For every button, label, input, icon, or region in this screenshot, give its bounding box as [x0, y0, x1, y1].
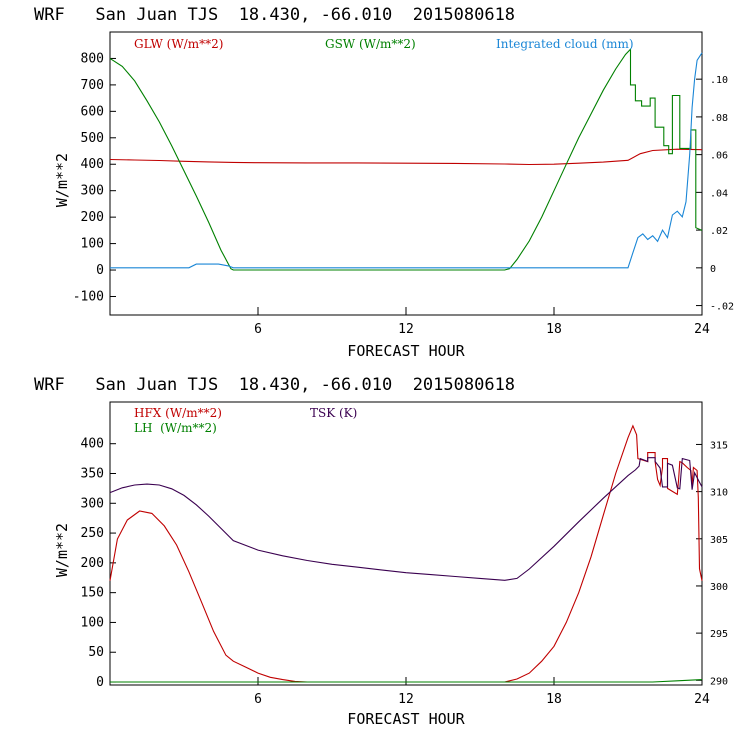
chart-1-plot-frame — [109, 31, 703, 316]
chart-2-y-axis-label: W/m**2 — [53, 523, 71, 577]
y2-tick-label: .06 — [710, 151, 728, 162]
y-tick-label: 600 — [81, 104, 104, 119]
x-tick-label: 24 — [694, 322, 710, 337]
chart-1-title: WRF San Juan TJS 18.430, -66.010 2015080… — [34, 5, 515, 25]
y-tick-label: 800 — [81, 51, 104, 66]
chart-2-series-group — [109, 424, 703, 683]
y2-tick-label: 315 — [710, 440, 728, 451]
y2-tick-label: 295 — [710, 629, 728, 640]
series-line-hfx — [109, 424, 703, 683]
y-tick-label: 250 — [81, 526, 104, 541]
series-line-lh — [110, 679, 703, 683]
x-tick-label: 12 — [398, 322, 414, 337]
y2-tick-label: .10 — [710, 75, 728, 86]
chart-2-y2-axis: 290 295 300 305 310 315 — [696, 440, 728, 687]
y2-tick-label: 0 — [710, 264, 716, 275]
chart-1-y-axis-label: W/m**2 — [53, 153, 71, 207]
chart-2-plot-frame — [109, 401, 703, 686]
series-line-gsw — [109, 47, 703, 271]
chart-2-legend-tsk: TSK (K) — [310, 406, 357, 420]
x-tick-label: 18 — [546, 322, 562, 337]
y-tick-label: 300 — [81, 184, 104, 199]
y2-tick-label: 300 — [710, 582, 728, 593]
chart-2-x-axis-label: FORECAST HOUR — [347, 710, 465, 728]
y-tick-label: -100 — [73, 289, 104, 304]
x-tick-label: 6 — [254, 692, 262, 707]
y2-tick-label: 310 — [710, 488, 728, 499]
chart-2-legend-hfx: HFX (W/m**2) — [134, 406, 222, 420]
chart-1-legend-glw: GLW (W/m**2) — [134, 37, 223, 51]
y-tick-label: 100 — [81, 237, 104, 252]
chart-2-x-axis: 6 12 18 24 — [254, 677, 710, 707]
x-tick-label: 12 — [398, 692, 414, 707]
series-line-glw — [109, 148, 703, 166]
y-tick-label: 200 — [81, 210, 104, 225]
y2-tick-label: .02 — [710, 226, 728, 237]
chart-2-y-axis: 0 50 100 150 200 250 300 350 400 — [81, 437, 116, 690]
y-tick-label: 500 — [81, 131, 104, 146]
y-tick-label: 50 — [88, 645, 104, 660]
y-tick-label: 200 — [81, 556, 104, 571]
y2-tick-label: -.02 — [710, 302, 734, 313]
y-tick-label: 700 — [81, 78, 104, 93]
x-tick-label: 24 — [694, 692, 710, 707]
x-tick-label: 18 — [546, 692, 562, 707]
chart-1-x-axis: 6 12 18 24 — [254, 307, 710, 337]
chart-1-legend-gsw: GSW (W/m**2) — [325, 37, 416, 51]
y2-tick-label: .08 — [710, 113, 728, 124]
chart-2-title: WRF San Juan TJS 18.430, -66.010 2015080… — [34, 375, 515, 395]
chart-1-x-axis-label: FORECAST HOUR — [347, 342, 465, 360]
y-tick-label: 350 — [81, 466, 104, 481]
chart-1-series-group — [109, 47, 703, 271]
y-tick-label: 150 — [81, 586, 104, 601]
y-tick-label: 0 — [96, 263, 104, 278]
y-tick-label: 100 — [81, 615, 104, 630]
y-tick-label: 0 — [96, 675, 104, 690]
series-line-integrated — [110, 52, 703, 269]
x-tick-label: 6 — [254, 322, 262, 337]
y-tick-label: 400 — [81, 157, 104, 172]
y2-tick-label: 305 — [710, 535, 728, 546]
y2-tick-label: 290 — [710, 676, 728, 687]
chart-1-legend-cloud: Integrated cloud (mm) — [496, 37, 634, 51]
chart-2-legend-lh: LH (W/m**2) — [134, 421, 217, 435]
y-tick-label: 300 — [81, 496, 104, 511]
y-tick-label: 400 — [81, 437, 104, 452]
series-line-tsk — [109, 457, 703, 581]
y2-tick-label: .04 — [710, 188, 728, 199]
